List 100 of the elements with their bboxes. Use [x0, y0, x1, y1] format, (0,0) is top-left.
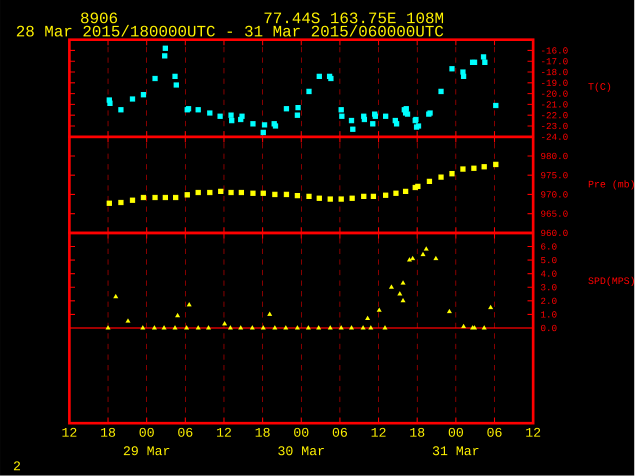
point [482, 164, 487, 170]
point [228, 190, 234, 196]
y-tick-label: -21.0 [542, 101, 568, 108]
point [493, 162, 498, 168]
y-tick-label: 3.0 [541, 284, 557, 291]
point [316, 196, 322, 202]
point [175, 313, 180, 318]
point [360, 326, 366, 330]
point [294, 193, 300, 198]
point [184, 192, 190, 198]
x-tick-label: 06 [332, 428, 347, 437]
point [106, 326, 110, 330]
point [424, 246, 429, 251]
point [382, 326, 388, 330]
y-tick-label: 980.0 [541, 153, 568, 160]
point [370, 194, 376, 200]
point [284, 192, 290, 198]
point [361, 194, 366, 200]
point [438, 174, 444, 180]
point [186, 302, 192, 307]
x-tick-label: 12 [62, 428, 76, 437]
point [140, 326, 146, 330]
point [426, 178, 432, 184]
chart-title: 8906 [81, 12, 118, 24]
point [368, 326, 374, 330]
point [410, 256, 416, 260]
x-tick-label: 00 [448, 428, 463, 437]
x-tick-label: 06 [487, 428, 502, 437]
x-tick-label: 18 [256, 428, 270, 437]
point [250, 190, 256, 196]
x-tick-label: 12 [216, 428, 231, 437]
point [140, 195, 146, 200]
point [196, 326, 201, 330]
y-axis-title: Pre (mb) [588, 180, 634, 190]
x-tick-label: 00 [294, 428, 308, 437]
y-axis-title: T(C) [588, 82, 610, 92]
x-tick-label: 18 [410, 428, 424, 437]
point [184, 326, 189, 330]
point [206, 326, 211, 330]
point [196, 190, 201, 196]
point [376, 308, 382, 312]
point [402, 188, 408, 194]
text: 29 Mar [124, 446, 170, 456]
y-tick-label: 5.0 [541, 257, 557, 264]
point [400, 280, 406, 285]
y-tick-label: -22.0 [542, 112, 568, 118]
point [350, 196, 355, 202]
point [447, 309, 452, 314]
point [207, 190, 212, 196]
point [461, 324, 466, 328]
point [397, 292, 402, 296]
point [328, 196, 333, 202]
y-tick-label: 4.0 [540, 270, 557, 277]
point [338, 326, 344, 330]
point [415, 184, 420, 190]
y-tick-label: -24.0 [542, 134, 568, 140]
point [113, 294, 118, 298]
point [283, 326, 288, 330]
y-tick-label: 6.0 [541, 244, 557, 250]
point [434, 256, 438, 260]
point [250, 326, 255, 330]
y-tick-label: 0.0 [541, 325, 557, 332]
point [222, 321, 227, 326]
y-tick-label: 960.0 [541, 230, 568, 236]
point [162, 195, 168, 200]
point [218, 188, 224, 194]
y-tick-label: 1.0 [541, 311, 557, 318]
y-tick-label: -18.0 [542, 69, 568, 76]
y-tick-label: 975.0 [541, 172, 568, 178]
point [306, 326, 311, 330]
point [152, 326, 157, 330]
point [173, 195, 178, 200]
point [295, 326, 300, 330]
point [482, 326, 487, 330]
point [393, 190, 399, 196]
point [172, 326, 178, 330]
point [306, 194, 312, 200]
text: 77.44S 163.75E 108M [264, 12, 444, 24]
y-tick-label: 965.0 [541, 210, 568, 217]
point [400, 298, 406, 302]
point [316, 326, 321, 330]
point [260, 326, 266, 330]
point [106, 200, 112, 206]
point [152, 195, 158, 200]
point [238, 190, 244, 196]
x-tick-label: 00 [140, 428, 154, 437]
point [365, 316, 370, 320]
point [126, 318, 130, 323]
text: 31 Mar [432, 446, 478, 456]
y-tick-label: -16.0 [542, 47, 568, 54]
point [471, 166, 477, 172]
y-axis-title: SPD(MPS) [588, 276, 634, 286]
point [449, 171, 455, 176]
point [228, 326, 233, 330]
point [460, 166, 466, 172]
y-tick-label: -20.0 [542, 90, 568, 97]
point [349, 326, 354, 330]
point [407, 258, 412, 262]
point [130, 198, 136, 204]
point [267, 312, 272, 316]
